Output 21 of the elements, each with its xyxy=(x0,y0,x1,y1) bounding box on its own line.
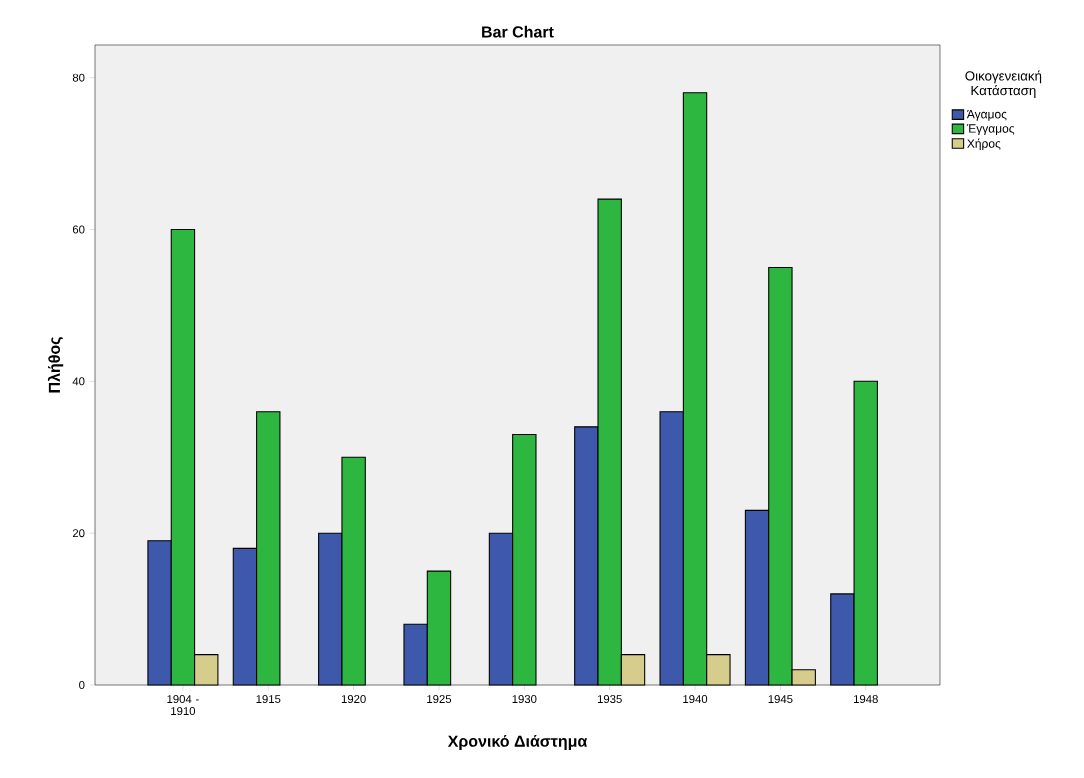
x-tick-label: 1940 xyxy=(683,695,708,704)
x-tick-label: 1925 xyxy=(427,695,452,704)
x-tick-label: 1930 xyxy=(512,695,537,704)
x-tick-label: 1904 - 1910 xyxy=(167,695,199,716)
y-tick-label: 60 xyxy=(72,225,85,234)
y-axis-title: Πλήθος xyxy=(47,337,64,393)
x-tick-label: 1935 xyxy=(597,695,622,704)
y-tick-label: 80 xyxy=(72,73,85,82)
legend-label: Άγαμος xyxy=(966,110,1007,121)
chart-title: Bar Chart xyxy=(482,25,554,38)
x-axis-title: Χρονικό Διάστημα xyxy=(447,734,588,750)
x-tick-label: 1920 xyxy=(341,695,366,704)
x-tick-label: 1948 xyxy=(853,695,878,704)
y-tick-label: 40 xyxy=(72,377,85,386)
y-tick-label: 20 xyxy=(72,529,85,538)
legend-label: Χήρος xyxy=(967,138,1001,151)
x-tick-label: 1945 xyxy=(768,695,793,704)
legend-title: Οικογενειακή Κατάσταση xyxy=(965,70,1042,98)
legend-label: Έγγαμος xyxy=(966,124,1015,136)
x-tick-label: 1915 xyxy=(256,695,281,704)
y-tick-label: 0 xyxy=(79,681,85,690)
